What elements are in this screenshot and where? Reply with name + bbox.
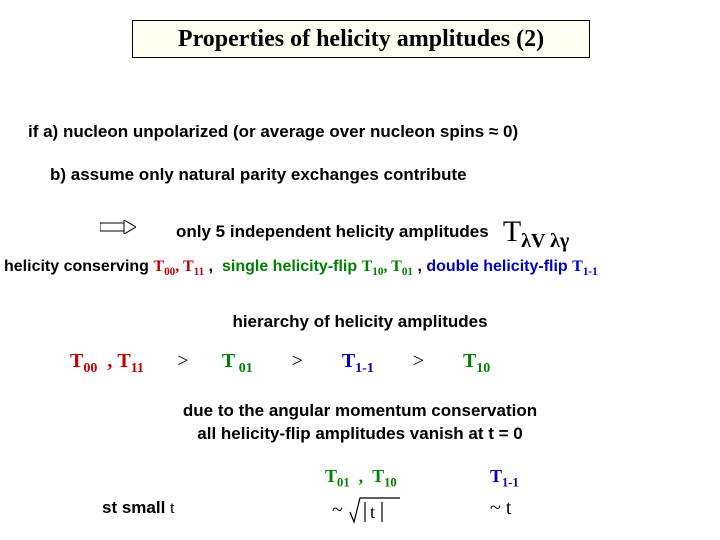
h-T10-sub: 10 bbox=[476, 361, 490, 376]
due-line2: all helicity-flip amplitudes vanish at t… bbox=[197, 424, 522, 443]
gt3: > bbox=[413, 350, 424, 372]
helicity-conserving-label: helicity conserving bbox=[4, 258, 153, 275]
implies-arrow-icon bbox=[100, 220, 136, 234]
T10: T bbox=[362, 258, 373, 275]
h-T1m1-sub: 1-1 bbox=[355, 361, 374, 376]
due-line1: due to the angular momentum conservation bbox=[183, 401, 537, 420]
p-T1m1: T bbox=[490, 466, 502, 486]
p-T10: T bbox=[372, 466, 384, 486]
slide-title: Properties of helicity amplitudes (2) bbox=[132, 20, 590, 58]
condition-a: if a) nucleon unpolarized (or average ov… bbox=[28, 122, 518, 142]
T01: T bbox=[391, 258, 402, 275]
st-small-t: st small t bbox=[102, 498, 175, 518]
T00-sub: 00 bbox=[164, 266, 175, 278]
T11: T bbox=[183, 258, 194, 275]
T10-sub: 10 bbox=[372, 266, 383, 278]
gt1: > bbox=[177, 350, 188, 372]
vanish-statement: due to the angular momentum conservation… bbox=[0, 400, 720, 446]
T-symbol: T bbox=[503, 215, 521, 248]
stsmall-text: st small bbox=[102, 498, 170, 517]
condition-b: b) assume only natural parity exchanges … bbox=[50, 165, 467, 185]
p-T10-sub: 10 bbox=[384, 476, 397, 490]
gt2: > bbox=[292, 350, 303, 372]
T01-sub: 01 bbox=[402, 266, 413, 278]
stsmall-t: t bbox=[170, 498, 175, 517]
blue-single: T1-1 bbox=[490, 466, 519, 491]
amplitude-classification: helicity conserving T00, T11 , single he… bbox=[4, 258, 598, 278]
sqrt-abs-t-formula: ~ t bbox=[332, 492, 404, 526]
h-T1m1: T bbox=[342, 350, 355, 372]
single-flip-label: single helicity-flip bbox=[222, 258, 362, 275]
svg-text:t: t bbox=[370, 502, 375, 522]
hierarchy-title: hierarchy of helicity amplitudes bbox=[0, 312, 720, 332]
h-T00: T bbox=[70, 350, 83, 372]
T00: T bbox=[153, 258, 164, 275]
T1m1: T bbox=[572, 258, 583, 275]
h-T01: T bbox=[222, 350, 235, 372]
double-flip-label: double helicity-flip bbox=[426, 258, 572, 275]
h-T11: T bbox=[117, 350, 130, 372]
hierarchy-order: T00 , T11 > T 01 > T1-1 > T10 bbox=[70, 350, 490, 377]
T-sub: λV λγ bbox=[521, 230, 569, 252]
line3-text: only 5 independent helicity amplitudes bbox=[176, 222, 489, 241]
independent-amplitudes: only 5 independent helicity amplitudes T… bbox=[176, 215, 569, 253]
p-T01-sub: 01 bbox=[337, 476, 350, 490]
green-pair: T01 , T10 bbox=[325, 466, 397, 491]
h-T11-sub: 11 bbox=[131, 361, 144, 376]
approx-t-formula: ~ t bbox=[490, 497, 511, 520]
T1m1-sub: 1-1 bbox=[583, 266, 598, 278]
p-T1m1-sub: 1-1 bbox=[502, 476, 519, 490]
svg-text:~: ~ bbox=[332, 499, 343, 521]
h-T00-sub: 00 bbox=[83, 361, 97, 376]
h-T10: T bbox=[463, 350, 476, 372]
p-T01: T bbox=[325, 466, 337, 486]
T11-sub: 11 bbox=[194, 266, 205, 278]
